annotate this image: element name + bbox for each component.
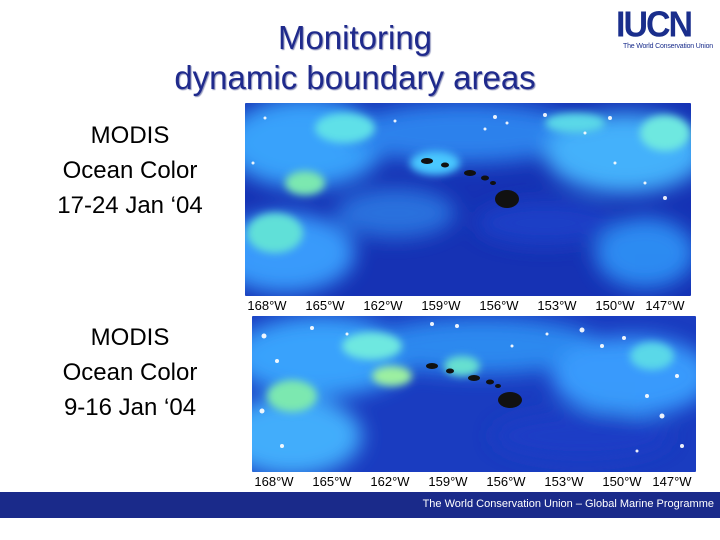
footer-bar: The World Conservation Union – Global Ma… xyxy=(0,492,720,518)
ocean-color-map-top xyxy=(245,103,691,296)
axis-tick: 156°W xyxy=(486,474,526,489)
caption-top-line-1: MODIS xyxy=(90,122,170,149)
logo-word: IUCN xyxy=(616,5,693,45)
title-line-2: dynamic boundary areas xyxy=(174,59,536,96)
axis-tick: 159°W xyxy=(428,474,468,489)
caption-top-line-2: Ocean Color xyxy=(62,157,198,184)
caption-bottom-line-3: 9-16 Jan ‘04 xyxy=(63,394,197,421)
axis-tick: 159°W xyxy=(421,298,461,313)
axis-tick: 168°W xyxy=(247,298,287,313)
longitude-axis-bottom: 168°W 165°W 162°W 159°W 156°W 153°W 150°… xyxy=(252,474,696,492)
caption-top-line-3: 17-24 Jan ‘04 xyxy=(57,192,203,219)
slide-title: Monitoring dynamic boundary areas xyxy=(120,18,590,98)
axis-tick: 162°W xyxy=(363,298,403,313)
iucn-logo: IUCN The World Conservation Union xyxy=(614,5,713,54)
axis-tick: 156°W xyxy=(479,298,519,313)
title-line-1: Monitoring xyxy=(277,19,433,56)
axis-tick: 147°W xyxy=(652,474,692,489)
axis-tick: 150°W xyxy=(602,474,642,489)
axis-tick: 147°W xyxy=(645,298,685,313)
axis-tick: 153°W xyxy=(544,474,584,489)
axis-tick: 165°W xyxy=(312,474,352,489)
logo-tagline: The World Conservation Union xyxy=(623,43,713,50)
caption-bottom-line-2: Ocean Color xyxy=(62,359,198,386)
axis-tick: 150°W xyxy=(595,298,635,313)
axis-tick: 162°W xyxy=(370,474,410,489)
caption-bottom-line-1: MODIS xyxy=(90,324,170,351)
axis-tick: 168°W xyxy=(254,474,294,489)
caption-bottom: MODIS Ocean Color 9-16 Jan ‘04 xyxy=(20,320,240,425)
longitude-axis-top: 168°W 165°W 162°W 159°W 156°W 153°W 150°… xyxy=(245,298,691,316)
caption-top: MODIS Ocean Color 17-24 Jan ‘04 xyxy=(20,118,240,223)
axis-tick: 165°W xyxy=(305,298,345,313)
ocean-color-map-bottom xyxy=(252,316,696,472)
footer-text: The World Conservation Union – Global Ma… xyxy=(422,498,714,510)
axis-tick: 153°W xyxy=(537,298,577,313)
